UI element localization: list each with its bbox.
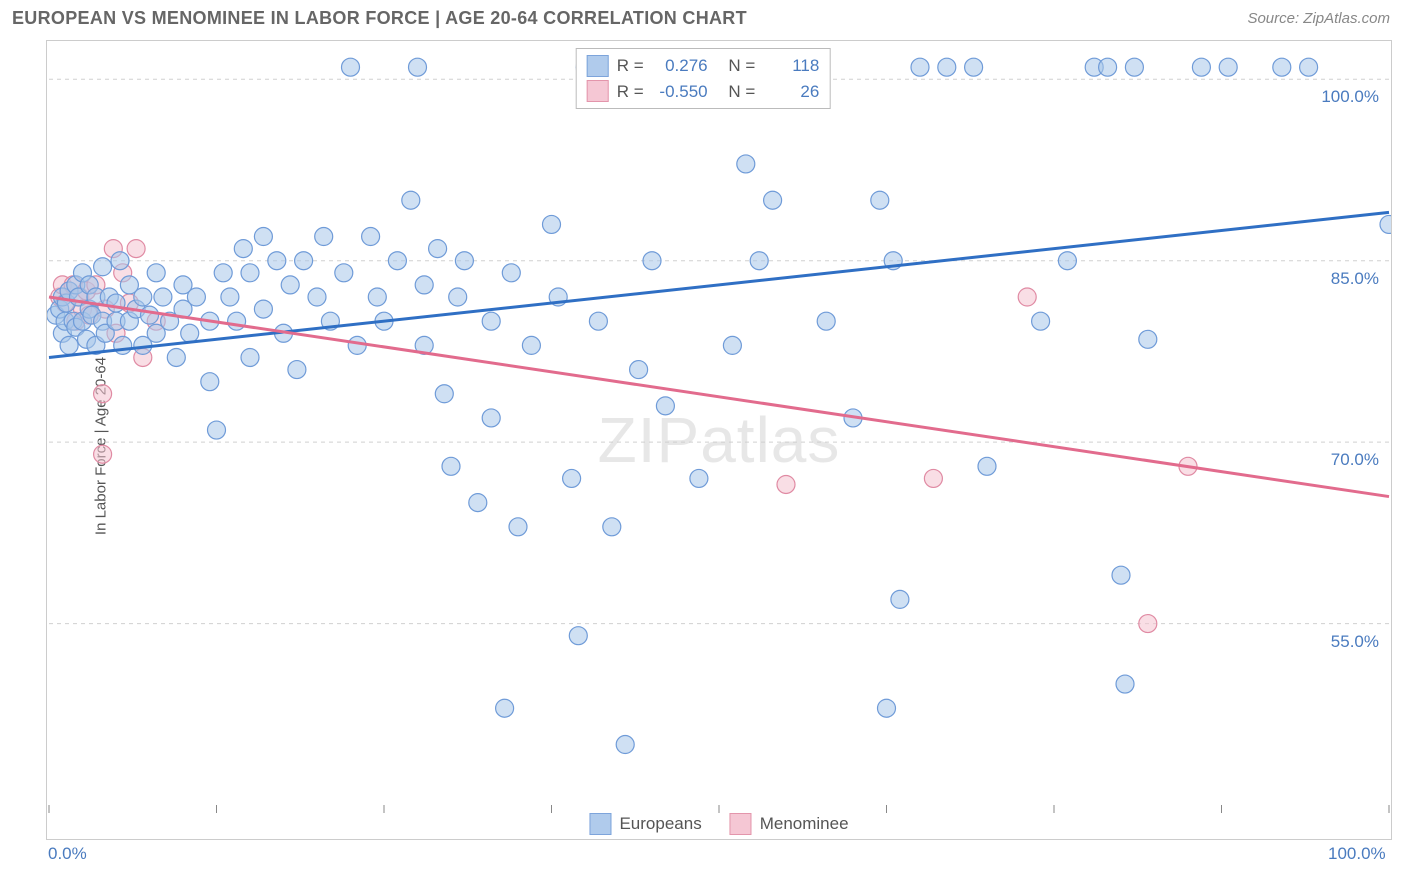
y-tick-label: 100.0% bbox=[1321, 87, 1379, 107]
legend-label-menominee: Menominee bbox=[760, 814, 849, 834]
corr-r-europeans: 0.276 bbox=[652, 53, 708, 79]
x-tick-label: 100.0% bbox=[1328, 844, 1386, 864]
legend-item-europeans: Europeans bbox=[589, 813, 701, 835]
scatter-svg bbox=[47, 41, 1391, 839]
chart-title: EUROPEAN VS MENOMINEE IN LABOR FORCE | A… bbox=[12, 8, 747, 28]
corr-swatch-menominee bbox=[587, 80, 609, 102]
source-attribution: Source: ZipAtlas.com bbox=[1247, 10, 1390, 27]
corr-row-europeans: R = 0.276 N = 118 bbox=[587, 53, 820, 79]
legend-swatch-menominee bbox=[730, 813, 752, 835]
corr-r-label: R = bbox=[617, 53, 644, 79]
corr-n-label: N = bbox=[728, 79, 755, 105]
corr-n-menominee: 26 bbox=[763, 79, 819, 105]
corr-r-menominee: -0.550 bbox=[652, 79, 708, 105]
corr-n-label: N = bbox=[728, 53, 755, 79]
legend-item-menominee: Menominee bbox=[730, 813, 849, 835]
legend-swatch-europeans bbox=[589, 813, 611, 835]
legend-label-europeans: Europeans bbox=[619, 814, 701, 834]
series-legend: Europeans Menominee bbox=[589, 813, 848, 835]
corr-swatch-europeans bbox=[587, 55, 609, 77]
y-tick-label: 55.0% bbox=[1331, 632, 1379, 652]
plot-area: ZIPatlas 55.0%70.0%85.0%100.0% Europeans… bbox=[46, 40, 1392, 840]
corr-row-menominee: R = -0.550 N = 26 bbox=[587, 79, 820, 105]
chart-header: EUROPEAN VS MENOMINEE IN LABOR FORCE | A… bbox=[0, 0, 1406, 36]
y-tick-label: 85.0% bbox=[1331, 269, 1379, 289]
corr-n-europeans: 118 bbox=[763, 53, 819, 79]
corr-r-label: R = bbox=[617, 79, 644, 105]
y-tick-label: 70.0% bbox=[1331, 450, 1379, 470]
correlation-legend: R = 0.276 N = 118 R = -0.550 N = 26 bbox=[576, 48, 831, 109]
x-tick-label: 0.0% bbox=[48, 844, 87, 864]
